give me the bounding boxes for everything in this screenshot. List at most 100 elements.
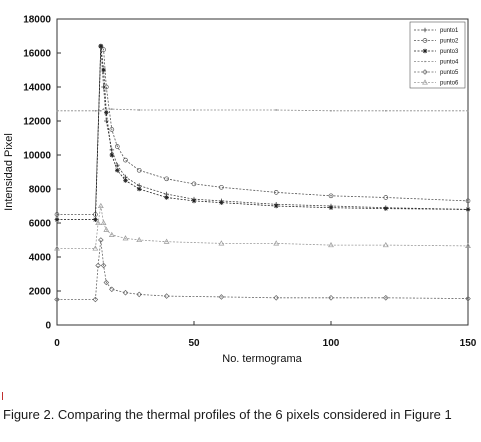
legend-entry: punto2 <box>440 39 459 45</box>
data-point <box>136 236 143 243</box>
data-point <box>136 291 142 298</box>
figure-caption: Figure 2. Comparing the thermal profiles… <box>3 407 452 422</box>
data-point <box>219 200 224 205</box>
x-axis-label: No. termograma <box>222 353 302 365</box>
series-punto4 <box>56 108 469 112</box>
data-point <box>92 296 99 303</box>
data-point <box>330 110 332 112</box>
series-line-punto3 <box>57 46 469 221</box>
data-point <box>275 109 278 111</box>
legend-items: punto1 punto2 punto3 punto4 punto5 punto6 <box>414 27 459 87</box>
data-point <box>100 110 102 112</box>
legend-marker <box>422 69 428 75</box>
data-point <box>219 184 224 190</box>
series-punto1 <box>54 43 471 222</box>
data-point <box>328 295 334 301</box>
legend-entry: punto3 <box>440 49 459 55</box>
x-tick-label: 100 <box>323 338 340 349</box>
legend-marker <box>422 38 428 43</box>
y-tick-label: 12000 <box>23 117 51 128</box>
series-line-punto6 <box>57 205 469 249</box>
data-point <box>465 295 471 302</box>
data-point <box>54 245 60 251</box>
data-point <box>92 245 99 251</box>
series-layer <box>54 43 471 303</box>
data-point <box>383 295 389 301</box>
data-point <box>104 118 109 124</box>
data-point <box>54 217 60 222</box>
data-point <box>382 241 389 248</box>
data-point <box>109 127 115 132</box>
data-point <box>114 168 120 173</box>
data-point <box>218 294 225 300</box>
x-tick-label: 0 <box>54 338 60 349</box>
data-point <box>273 203 279 209</box>
data-point <box>328 241 334 248</box>
data-point <box>385 110 387 112</box>
data-point <box>138 109 140 111</box>
data-point <box>328 193 334 199</box>
data-point <box>104 110 109 115</box>
data-point <box>273 240 280 246</box>
data-point <box>273 190 279 195</box>
data-point <box>163 293 170 299</box>
series-punto5 <box>54 237 471 303</box>
data-point <box>111 108 113 110</box>
data-point <box>95 219 101 226</box>
legend-entry: punto1 <box>440 28 459 34</box>
data-point <box>218 240 225 246</box>
series-line-punto1 <box>57 46 469 221</box>
legend-marker <box>424 60 426 63</box>
data-point <box>136 167 142 173</box>
y-tick-label: 0 <box>45 321 51 332</box>
data-point <box>100 262 107 269</box>
data-point <box>465 198 471 204</box>
data-point <box>103 226 110 232</box>
line-chart: 0 2000 4000 6000 8000 10000 12000 14000 16000 180… <box>3 15 477 366</box>
data-point <box>383 195 389 200</box>
data-point <box>328 205 334 210</box>
legend-marker <box>422 79 428 85</box>
data-point <box>109 147 115 153</box>
data-point <box>97 202 104 209</box>
data-point <box>98 43 104 49</box>
data-point <box>94 110 97 112</box>
data-point <box>163 238 170 244</box>
data-point <box>101 67 106 73</box>
data-point <box>123 178 128 183</box>
legend-marker <box>422 48 428 54</box>
data-point <box>100 219 107 226</box>
data-point <box>465 242 471 248</box>
data-point <box>114 162 120 168</box>
y-tick-label: 16000 <box>23 49 51 60</box>
data-point <box>109 152 115 158</box>
legend-box <box>409 21 466 89</box>
y-tick-label: 18000 <box>23 15 51 26</box>
y-tick-label: 2000 <box>29 287 52 298</box>
data-point <box>123 157 128 163</box>
x-tick-label: 150 <box>460 338 477 349</box>
data-point <box>273 295 279 301</box>
data-point <box>193 109 195 111</box>
tick-layer: 0 2000 4000 6000 8000 10000 12000 14000 16000 180… <box>23 15 477 350</box>
plot-frame <box>56 18 469 326</box>
data-point <box>164 176 169 182</box>
legend-entry: punto5 <box>440 70 459 76</box>
data-point <box>114 144 120 149</box>
data-point <box>465 207 471 212</box>
data-point <box>136 186 142 192</box>
data-point <box>101 84 106 90</box>
legend-entry: punto4 <box>440 60 459 66</box>
y-tick-label: 6000 <box>29 219 52 230</box>
data-point <box>103 279 110 286</box>
y-tick-label: 10000 <box>23 151 51 162</box>
data-point <box>93 217 98 222</box>
series-punto3 <box>54 43 471 222</box>
data-point <box>98 237 104 243</box>
data-point <box>122 289 129 296</box>
legend-entry: punto6 <box>440 81 459 87</box>
data-point <box>164 195 169 200</box>
legend: punto1 punto2 punto3 punto4 punto5 punto6 <box>409 21 466 89</box>
series-punto6 <box>54 202 471 251</box>
series-line-punto5 <box>57 239 469 300</box>
